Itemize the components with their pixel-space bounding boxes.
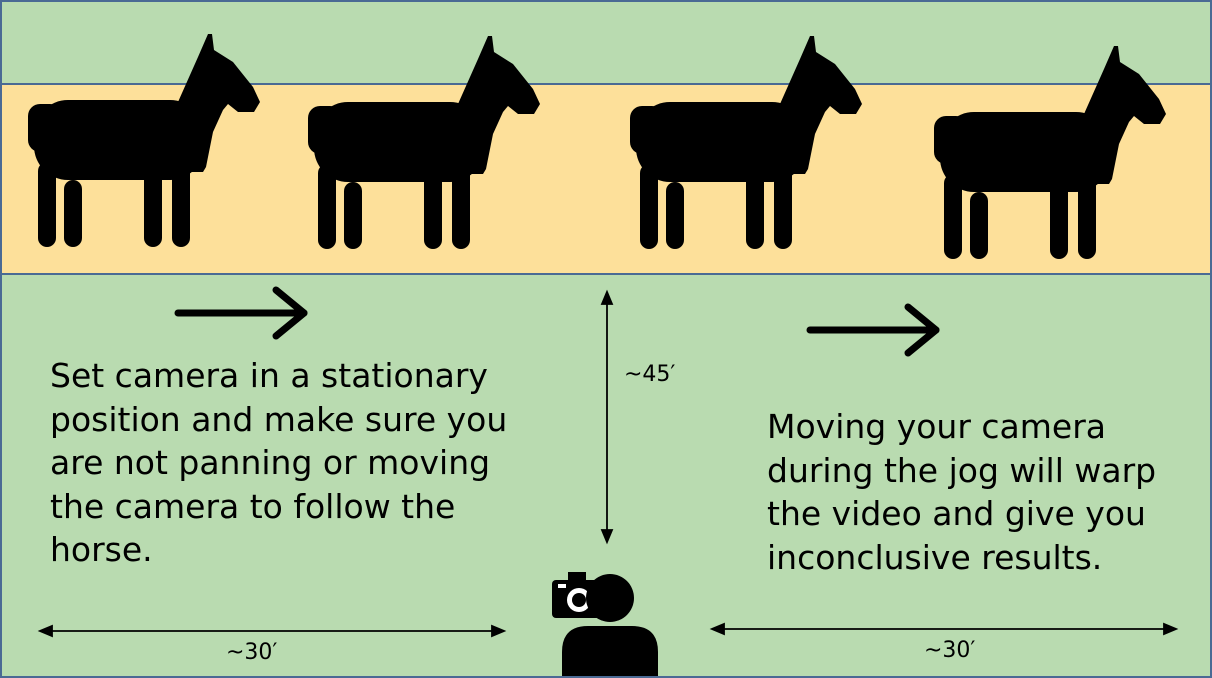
arrow-right-icon	[806, 303, 940, 357]
warning-text: Moving your camera during the jog will w…	[767, 407, 1157, 577]
instruction-text: Set camera in a stationary position and …	[50, 356, 508, 569]
arrow-right-icon	[174, 286, 308, 340]
distance-label-left: ~30′	[226, 640, 278, 665]
distance-label-vertical: ~45′	[624, 362, 676, 387]
person-icon	[562, 574, 658, 676]
distance-marker-left	[37, 624, 507, 638]
distance-marker-right	[709, 622, 1179, 636]
distance-marker-vertical	[600, 289, 614, 545]
distance-label-right: ~30′	[924, 638, 976, 663]
